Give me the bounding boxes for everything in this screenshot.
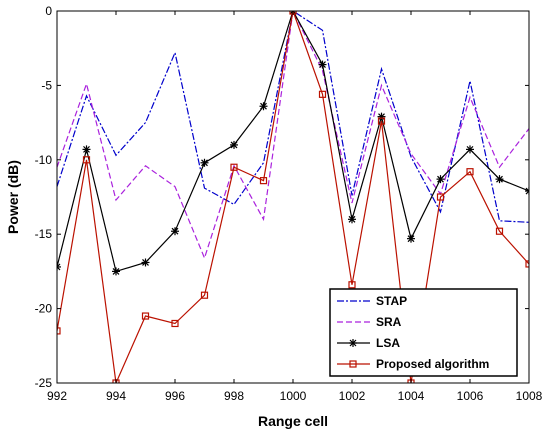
series-4-point	[82, 156, 91, 164]
series-3-point	[141, 258, 150, 267]
x-axis-title: Range cell	[258, 413, 328, 429]
series-3-point	[318, 60, 327, 69]
series-4-point	[259, 177, 268, 185]
legend-marker-4	[349, 360, 357, 368]
series-3-point	[171, 227, 179, 236]
series-4-point	[436, 193, 445, 201]
series-line-4	[57, 11, 529, 383]
legend-box	[329, 288, 518, 377]
y-tick-label: -5	[41, 78, 52, 92]
legend: STAP SRA LSA Proposed algorithm	[329, 288, 518, 377]
series-3-point	[466, 145, 474, 154]
y-tick-label: 0	[45, 4, 52, 18]
series-3-point	[495, 175, 504, 184]
series-3-point	[348, 215, 356, 224]
legend-label-4: Proposed algorithm	[376, 357, 489, 371]
series-4-point	[200, 291, 209, 299]
series-3-point	[57, 262, 61, 271]
x-tick-label: 1008	[516, 389, 543, 403]
series-3-point	[525, 187, 529, 196]
series-3-point	[407, 234, 415, 243]
legend-label-2: SRA	[376, 315, 402, 329]
series-3-point	[436, 175, 445, 184]
series-4-point	[495, 227, 504, 235]
series-line-3	[57, 11, 529, 273]
series-4-point	[348, 281, 356, 289]
y-tick-label: -20	[35, 302, 53, 316]
x-tick-label: 1002	[339, 389, 366, 403]
x-tick-label: 992	[47, 389, 67, 403]
series-3-point	[82, 145, 91, 154]
series-4-point	[57, 327, 61, 335]
y-tick-label: -10	[35, 153, 53, 167]
series-layer	[57, 11, 529, 383]
y-tick-label: -15	[35, 227, 53, 241]
legend-label-1: STAP	[376, 294, 407, 308]
series-3-point	[112, 267, 120, 276]
series-3-point	[200, 158, 209, 167]
legend-label-3: LSA	[376, 336, 400, 350]
series-3-point	[230, 140, 238, 149]
series-3-point	[259, 102, 268, 111]
series-4-point	[141, 312, 150, 320]
x-tick-label: 1000	[280, 389, 307, 403]
x-tick-label: 998	[224, 389, 244, 403]
series-line-1	[57, 11, 529, 223]
legend-marker-3	[349, 339, 357, 347]
x-tick-label: 994	[106, 389, 126, 403]
x-tick-label: 1004	[398, 389, 425, 403]
series-line-2	[57, 11, 529, 260]
series-4-point	[318, 90, 327, 98]
series-4-point	[525, 260, 529, 268]
y-tick-label: -25	[35, 376, 53, 390]
series-4-point	[230, 163, 238, 171]
x-tick-label: 996	[165, 389, 185, 403]
series-4-point	[171, 319, 179, 328]
axes-layer: 992 994 996 998 1000 1002 1004 1006 1008 0 -5 -10 -1…	[35, 4, 543, 403]
series-4-point	[466, 168, 474, 176]
y-axis-title: Power (dB)	[5, 160, 21, 234]
series-4-point	[377, 117, 386, 125]
x-tick-label: 1006	[457, 389, 484, 403]
